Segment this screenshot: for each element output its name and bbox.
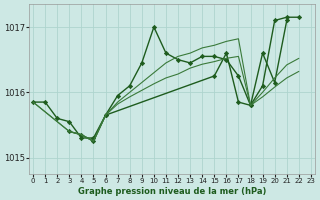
X-axis label: Graphe pression niveau de la mer (hPa): Graphe pression niveau de la mer (hPa) xyxy=(78,187,266,196)
